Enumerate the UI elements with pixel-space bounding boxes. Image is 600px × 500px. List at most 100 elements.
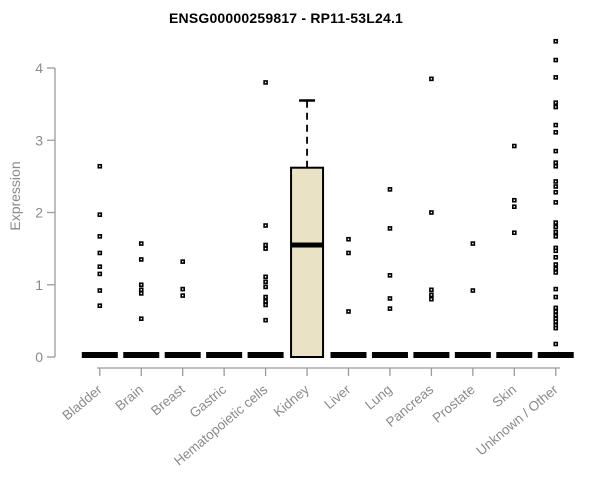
data-point-center xyxy=(555,231,557,233)
y-tick-label: 1 xyxy=(35,277,43,293)
data-point-center xyxy=(555,191,557,193)
x-category-label: Lung xyxy=(362,382,395,413)
data-point-center xyxy=(430,289,433,291)
data-point-center xyxy=(555,101,557,104)
data-point-center xyxy=(555,307,557,309)
data-point-center xyxy=(472,242,474,245)
median-line xyxy=(291,242,324,248)
y-tick-label: 2 xyxy=(35,205,43,221)
data-point-center xyxy=(555,314,557,316)
data-point-center xyxy=(555,221,557,224)
data-point-center xyxy=(389,274,391,277)
x-category-label: Prostate xyxy=(430,382,478,426)
data-point-center xyxy=(430,298,433,300)
data-point-center xyxy=(555,106,557,108)
zero-bar xyxy=(206,352,243,358)
data-point-center xyxy=(513,145,515,147)
data-point-center xyxy=(555,165,557,167)
data-point-center xyxy=(140,242,142,245)
data-point-center xyxy=(555,59,557,61)
zero-bar xyxy=(247,352,284,358)
data-point-center xyxy=(264,247,267,250)
y-tick-label: 0 xyxy=(35,349,43,365)
data-point-center xyxy=(99,252,101,254)
data-point-center xyxy=(264,296,267,298)
data-point-center xyxy=(555,296,557,298)
data-point-center xyxy=(99,305,101,307)
data-point-center xyxy=(555,235,557,238)
data-point-center xyxy=(264,224,267,227)
x-category-label: Skin xyxy=(489,382,519,410)
data-point-center xyxy=(555,161,557,164)
data-point-center xyxy=(555,320,557,323)
data-point-center xyxy=(264,319,267,321)
zero-bar xyxy=(537,352,574,358)
data-point-center xyxy=(347,252,350,254)
data-point-center xyxy=(182,294,184,297)
data-point-center xyxy=(555,310,557,313)
box xyxy=(290,166,325,358)
data-point-center xyxy=(555,288,557,290)
data-point-center xyxy=(264,281,267,283)
data-point-center xyxy=(513,206,515,208)
data-point-center xyxy=(347,238,350,240)
data-point-center xyxy=(430,78,433,80)
data-point-center xyxy=(555,201,557,204)
data-point-center xyxy=(99,289,101,292)
x-category-label: Breast xyxy=(148,382,188,419)
zero-bar xyxy=(81,352,118,358)
data-point-center xyxy=(264,81,267,84)
data-point-center xyxy=(182,288,184,290)
data-point-center xyxy=(555,226,557,228)
data-point-center xyxy=(264,276,267,278)
x-category-label: Brain xyxy=(112,382,146,414)
chart-title: ENSG00000259817 - RP11-53L24.1 xyxy=(168,10,404,26)
data-point-center xyxy=(555,76,557,79)
data-point-center xyxy=(555,343,557,345)
x-category-label: Bladder xyxy=(59,381,105,423)
data-point-center xyxy=(347,310,350,313)
data-point-center xyxy=(555,271,557,274)
data-point-center xyxy=(140,258,142,261)
zero-bar xyxy=(123,352,160,358)
zero-bar xyxy=(330,352,367,358)
data-point-center xyxy=(430,294,433,296)
data-point-center xyxy=(555,247,557,249)
data-point-center xyxy=(555,263,557,266)
data-point-center xyxy=(140,284,142,286)
data-point-center xyxy=(264,286,267,288)
data-point-center xyxy=(140,292,142,295)
data-point-center xyxy=(99,235,101,238)
data-point-center xyxy=(264,304,267,306)
zero-bar xyxy=(413,352,450,358)
data-point-center xyxy=(99,213,101,216)
data-point-center xyxy=(389,297,391,300)
data-point-center xyxy=(555,324,557,326)
x-category-label: Kidney xyxy=(271,382,312,420)
data-point-center xyxy=(555,180,557,183)
data-point-center xyxy=(513,232,515,234)
data-point-center xyxy=(555,124,557,126)
data-point-center xyxy=(555,131,557,134)
y-tick-label: 4 xyxy=(35,60,43,76)
data-point-center xyxy=(99,273,101,275)
zero-bar xyxy=(371,352,408,358)
data-point-center xyxy=(555,268,557,270)
data-point-center xyxy=(389,188,391,191)
data-point-center xyxy=(555,256,557,258)
data-point-center xyxy=(555,150,557,152)
data-point-center xyxy=(555,250,557,252)
zero-bar xyxy=(496,352,533,358)
data-point-center xyxy=(182,260,184,263)
zero-bar xyxy=(164,352,201,358)
x-category-label: Liver xyxy=(321,381,353,412)
data-point-center xyxy=(555,185,557,188)
data-point-center xyxy=(555,318,557,320)
data-point-center xyxy=(555,327,557,329)
data-point-center xyxy=(99,265,101,268)
data-point-center xyxy=(472,289,474,292)
data-point-center xyxy=(140,318,142,320)
data-point-center xyxy=(513,199,515,201)
